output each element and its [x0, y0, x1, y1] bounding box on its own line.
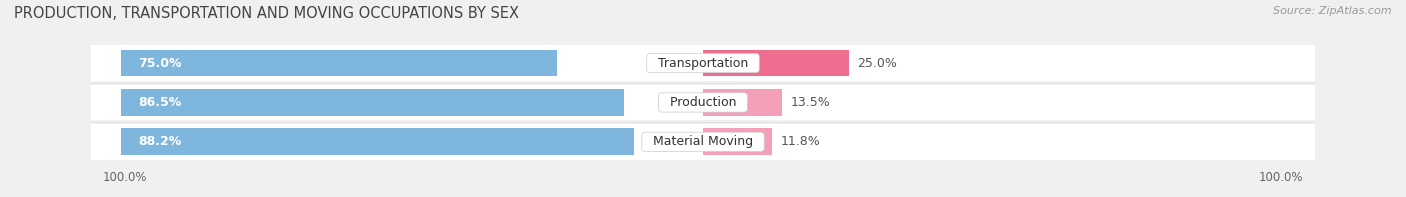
- Bar: [121, 128, 634, 155]
- Text: Transportation: Transportation: [650, 57, 756, 70]
- Bar: [703, 128, 772, 155]
- Text: 75.0%: 75.0%: [138, 57, 181, 70]
- Text: Source: ZipAtlas.com: Source: ZipAtlas.com: [1274, 6, 1392, 16]
- Text: 88.2%: 88.2%: [138, 135, 181, 148]
- Text: 86.5%: 86.5%: [138, 96, 181, 109]
- Bar: [91, 45, 1315, 81]
- Bar: [91, 85, 1315, 120]
- Text: 100.0%: 100.0%: [1258, 171, 1303, 184]
- Text: 11.8%: 11.8%: [780, 135, 820, 148]
- Text: PRODUCTION, TRANSPORTATION AND MOVING OCCUPATIONS BY SEX: PRODUCTION, TRANSPORTATION AND MOVING OC…: [14, 6, 519, 21]
- Text: 25.0%: 25.0%: [858, 57, 897, 70]
- Bar: [703, 89, 782, 116]
- Bar: [121, 89, 624, 116]
- Bar: [703, 50, 849, 76]
- Text: Material Moving: Material Moving: [645, 135, 761, 148]
- Text: Production: Production: [662, 96, 744, 109]
- Bar: [91, 124, 1315, 160]
- Bar: [121, 50, 557, 76]
- Text: 100.0%: 100.0%: [103, 171, 148, 184]
- Text: 13.5%: 13.5%: [790, 96, 830, 109]
